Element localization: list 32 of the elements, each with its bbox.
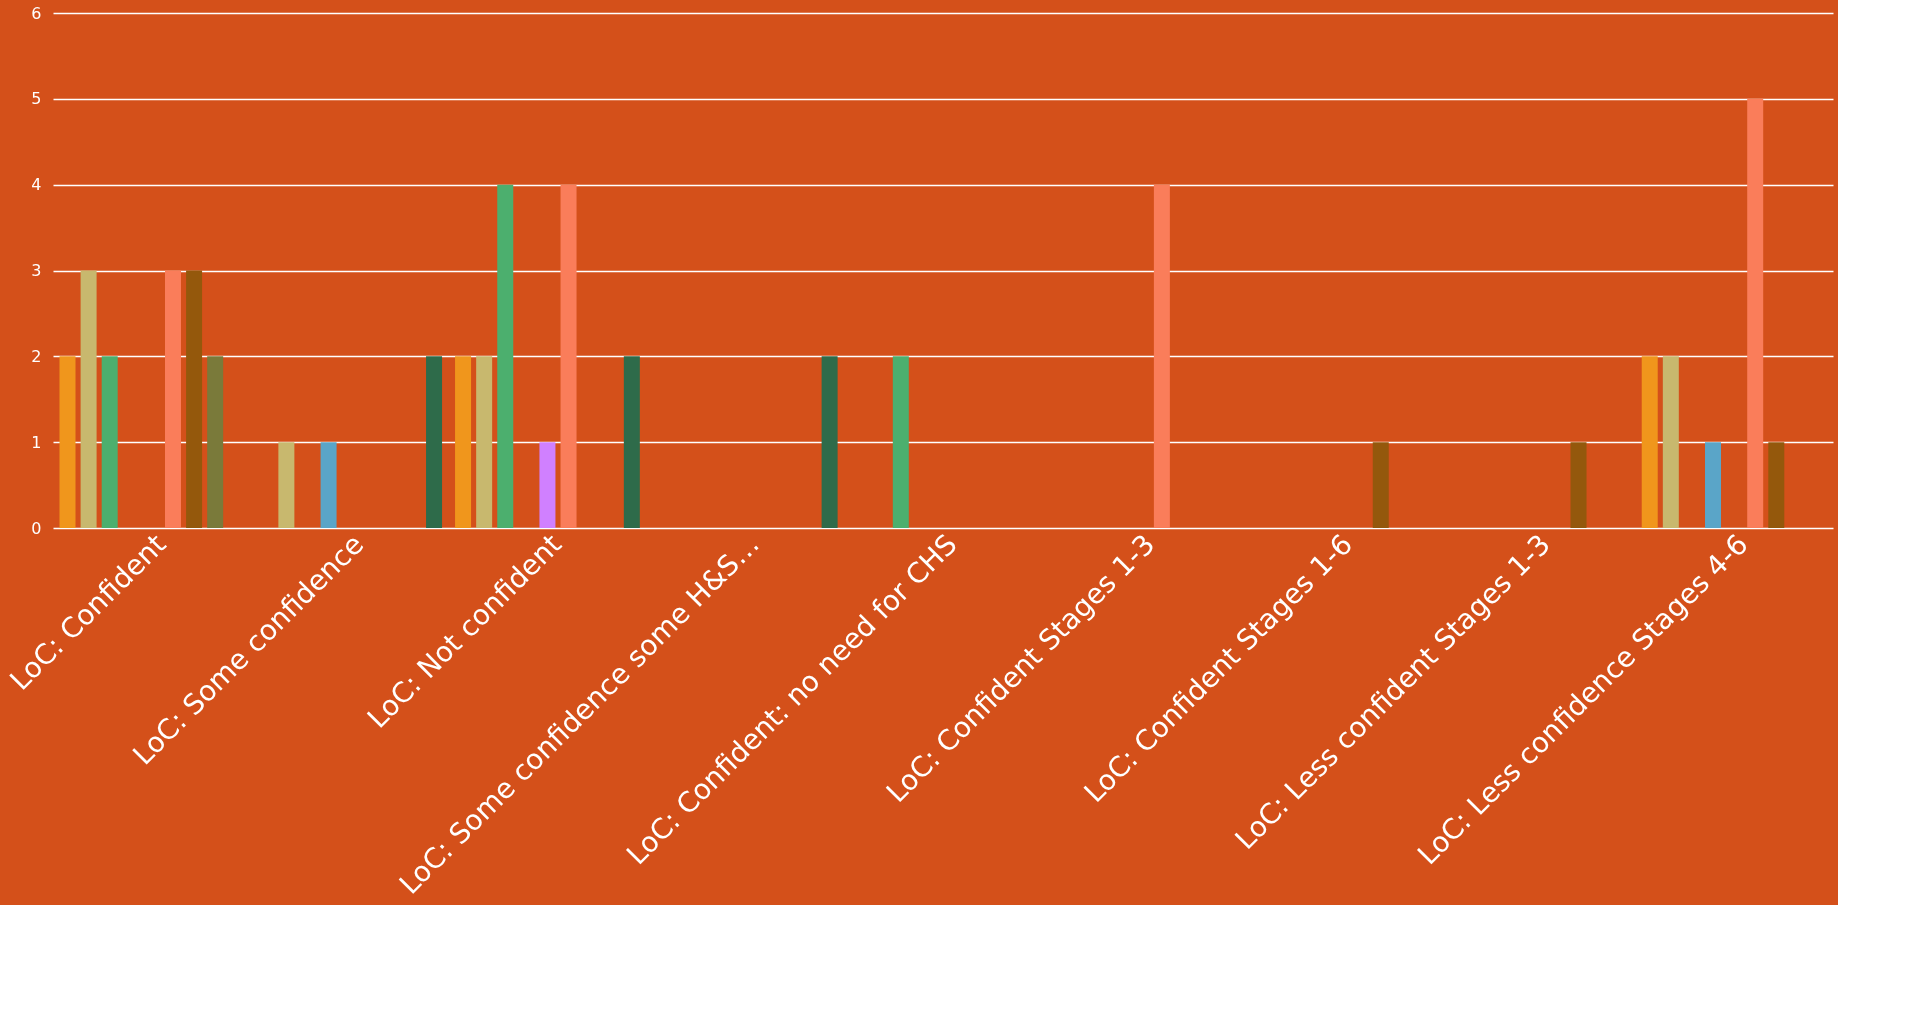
bar bbox=[207, 356, 224, 528]
bar bbox=[1570, 442, 1587, 528]
y-tick-label: 3 bbox=[31, 261, 42, 280]
bar bbox=[80, 270, 97, 528]
bar bbox=[821, 356, 838, 528]
y-tick-label: 4 bbox=[31, 175, 42, 195]
bar bbox=[59, 356, 76, 528]
bar bbox=[455, 356, 472, 528]
bar bbox=[560, 184, 577, 528]
bar bbox=[1153, 184, 1170, 528]
bar bbox=[1768, 442, 1785, 528]
bar bbox=[476, 356, 493, 528]
y-tick-label: 1 bbox=[31, 432, 42, 452]
bar bbox=[539, 442, 556, 528]
bar bbox=[164, 270, 181, 528]
bar bbox=[1747, 98, 1764, 528]
bar bbox=[278, 442, 295, 528]
y-tick-label: 5 bbox=[31, 89, 42, 109]
bar bbox=[1372, 442, 1389, 528]
bar bbox=[186, 270, 203, 528]
bar bbox=[426, 356, 443, 528]
bar bbox=[623, 356, 640, 528]
bar bbox=[1641, 356, 1658, 528]
y-tick-label: 6 bbox=[31, 3, 42, 23]
y-tick-label: 0 bbox=[31, 518, 42, 538]
y-tick-label: 2 bbox=[31, 346, 42, 366]
bar bbox=[892, 356, 909, 528]
bar bbox=[320, 442, 337, 528]
bar bbox=[1705, 442, 1722, 528]
bar bbox=[497, 184, 514, 528]
bar bbox=[1662, 356, 1679, 528]
bar bbox=[101, 356, 118, 528]
